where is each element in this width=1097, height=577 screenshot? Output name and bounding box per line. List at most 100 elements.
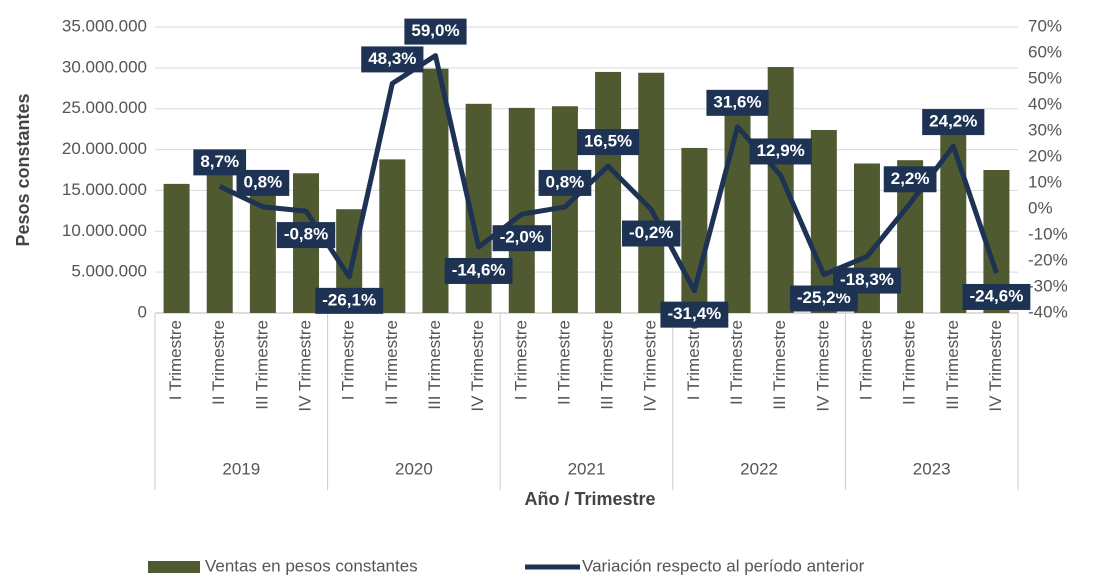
data-label-box (236, 169, 290, 196)
y2-tick-label: 10% (1028, 172, 1062, 191)
x-tick-label: I Trimestre (339, 320, 358, 400)
x-tick-label: I Trimestre (684, 320, 703, 400)
data-label: 48,3% (361, 46, 424, 73)
data-label-box (361, 46, 424, 73)
x-tick-label: II Trimestre (727, 320, 746, 405)
data-label-box (922, 109, 985, 136)
data-label: -26,1% (315, 287, 384, 314)
data-label-box (833, 267, 901, 294)
y-tick-label: 5.000.000 (71, 262, 147, 281)
bar (379, 159, 406, 313)
x-tick-label: IV Trimestre (813, 320, 832, 412)
data-label: 59,0% (404, 18, 467, 45)
data-label: 24,2% (922, 109, 985, 136)
x-tick-label: I Trimestre (856, 320, 875, 400)
data-label-box (660, 301, 729, 328)
bar (810, 129, 837, 313)
data-label-text: -2,0% (500, 228, 544, 247)
data-label-text: -0,8% (284, 225, 328, 244)
y2-tick-label: 40% (1028, 94, 1062, 113)
y2-tick-label: -20% (1028, 250, 1068, 269)
bar (767, 67, 794, 313)
data-label: -0,2% (622, 220, 681, 247)
data-label-text: 8,7% (200, 152, 239, 171)
data-label: 0,8% (538, 169, 592, 196)
data-label: 31,6% (706, 89, 769, 116)
y-tick-label: 35.000.000 (62, 16, 147, 35)
data-label-text: 31,6% (713, 92, 761, 111)
bar (163, 183, 190, 313)
data-label: -24,6% (962, 283, 1031, 310)
data-label-box (276, 222, 336, 249)
data-label: 12,9% (749, 138, 812, 165)
x-tick-label: II Trimestre (382, 320, 401, 405)
data-label: 2,2% (883, 166, 937, 193)
y2-tick-label: 30% (1028, 120, 1062, 139)
data-label-text: 12,9% (757, 141, 805, 160)
y2-tick-label: 20% (1028, 146, 1062, 165)
legend-label: Ventas en pesos constantes (205, 556, 418, 575)
y2-tick-label: 60% (1028, 42, 1062, 61)
y2-tick-label: 0% (1028, 198, 1053, 217)
x-tick-label: I Trimestre (166, 320, 185, 400)
data-label-box (492, 225, 551, 252)
data-label-box (404, 18, 467, 45)
data-label-box (538, 169, 592, 196)
y-tick-label: 0 (138, 302, 147, 321)
group-label: 2019 (222, 459, 260, 478)
data-label-text: 48,3% (368, 49, 416, 68)
data-label-box (749, 138, 812, 165)
data-label-text: -26,1% (322, 290, 376, 309)
data-label-box (883, 166, 937, 193)
data-label-box (315, 287, 384, 314)
data-label-box (444, 257, 513, 284)
x-tick-label: II Trimestre (554, 320, 573, 405)
line (218, 53, 999, 294)
data-label-text: -14,6% (452, 260, 506, 279)
group-label: 2023 (913, 459, 951, 478)
group-label: 2021 (568, 459, 606, 478)
x-tick-label: IV Trimestre (986, 320, 1005, 412)
data-label: -2,0% (492, 225, 551, 252)
legend-label: Variación respecto al período anterior (582, 556, 865, 575)
legend-swatch (148, 561, 200, 573)
y-tick-label: 25.000.000 (62, 98, 147, 117)
y-tick-label: 30.000.000 (62, 57, 147, 76)
data-label: 8,7% (193, 149, 247, 176)
data-label-text: -24,6% (969, 286, 1023, 305)
y2-tick-label: 70% (1028, 16, 1062, 35)
x-tick-label: III Trimestre (943, 320, 962, 410)
x-tick-label: II Trimestre (900, 320, 919, 405)
data-label: -18,3% (833, 267, 901, 294)
x-tick-label: II Trimestre (209, 320, 228, 405)
bar (206, 172, 233, 313)
data-label-text: 59,0% (411, 21, 459, 40)
x-tick-label: IV Trimestre (641, 320, 660, 412)
x-tick-label: III Trimestre (252, 320, 271, 410)
x-tick-label: I Trimestre (511, 320, 530, 400)
x-axis-label: Año / Trimestre (524, 489, 655, 509)
y-tick-label: 15.000.000 (62, 180, 147, 199)
x-tick-label: IV Trimestre (296, 320, 315, 412)
y-tick-label: 20.000.000 (62, 139, 147, 158)
data-label: -0,8% (276, 222, 336, 249)
data-label-text: 16,5% (584, 132, 632, 151)
data-label-box (706, 89, 769, 116)
y-axis-label: Pesos constantes (13, 93, 33, 246)
y2-tick-label: -40% (1028, 302, 1068, 321)
data-label-box (622, 220, 681, 247)
y-tick-label: 10.000.000 (62, 221, 147, 240)
bar (638, 72, 665, 313)
data-label: 0,8% (236, 169, 290, 196)
x-tick-label: III Trimestre (770, 320, 789, 410)
data-label-box (576, 129, 640, 156)
bar (595, 71, 622, 313)
data-label: -31,4% (660, 301, 729, 328)
data-label-text: -31,4% (667, 304, 721, 323)
data-label-text: 0,8% (244, 172, 283, 191)
data-label-box (962, 283, 1031, 310)
y2-tick-label: -30% (1028, 276, 1068, 295)
data-label: 16,5% (576, 129, 640, 156)
x-tick-label: IV Trimestre (468, 320, 487, 412)
x-tick-label: III Trimestre (425, 320, 444, 410)
